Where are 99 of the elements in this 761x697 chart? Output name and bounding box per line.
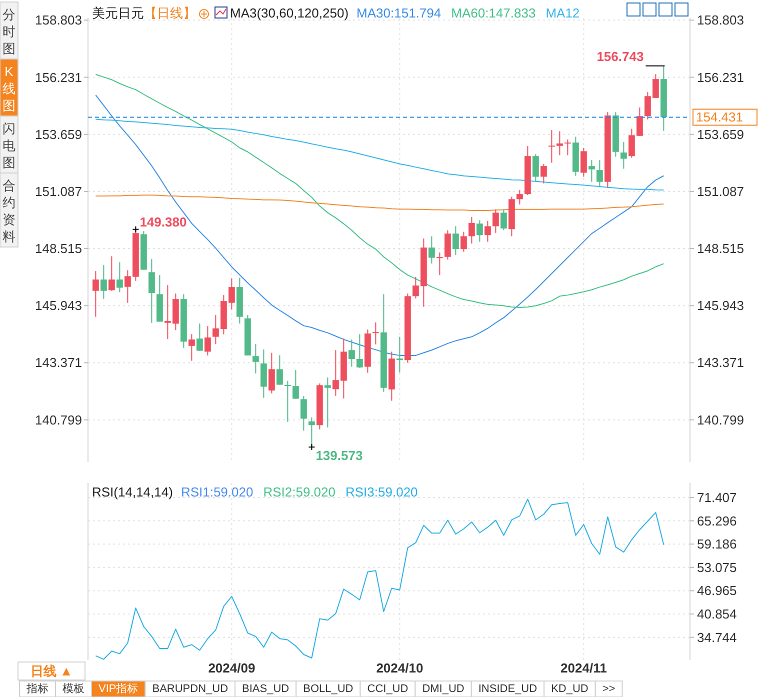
- candlestick: [300, 396, 307, 432]
- line-series: [95, 194, 664, 211]
- y2-tick-label: 156.231: [697, 70, 744, 85]
- text: MA60:147.833: [451, 6, 536, 20]
- legend-label: RSI2:59.020: [263, 484, 336, 500]
- candlestick: [516, 190, 523, 205]
- candlestick: [476, 220, 483, 242]
- candlestick: [108, 256, 115, 292]
- candlestick: [260, 348, 267, 398]
- candlestick: [492, 208, 499, 234]
- ref-line-label: 154.431: [696, 110, 743, 125]
- legend-label: RSI1:59.020: [180, 484, 254, 500]
- annotation: 139.573: [316, 448, 363, 464]
- y2-tick-label: 59.186: [697, 536, 737, 552]
- y2-tick-label: 46.965: [697, 583, 737, 598]
- y-tick-label: 148.515: [35, 241, 82, 256]
- text: 合约资料: [2, 178, 16, 244]
- y-tick-label: 153.659: [35, 126, 82, 142]
- candlestick: [596, 160, 603, 187]
- text: BIAS_UD: [242, 683, 290, 695]
- chart-subtitle: 【日线】: [144, 6, 196, 20]
- candlestick: [436, 252, 443, 276]
- y2-tick-label: 140.799: [697, 412, 744, 428]
- line-series: [95, 498, 664, 660]
- candlestick: [564, 138, 571, 156]
- y2-tick-label: 158.803: [697, 12, 744, 28]
- y-tick-label: 140.799: [35, 412, 82, 428]
- text: CCI_UD: [367, 683, 408, 695]
- candlestick: [580, 147, 587, 178]
- candlestick: [100, 264, 107, 300]
- y2-tick-label: 153.659: [697, 126, 744, 142]
- y-tick-label: 143.371: [35, 355, 82, 370]
- candlestick: [276, 354, 283, 386]
- text: RSI3:59.020: [346, 484, 418, 500]
- text: 闪电图: [2, 121, 16, 170]
- candlestick: [444, 230, 451, 260]
- text: >>: [602, 683, 616, 695]
- y2-tick-label: 145.943: [697, 298, 744, 314]
- y-tick-label: 156.231: [35, 70, 82, 85]
- text: VIP指标: [98, 683, 138, 695]
- candlestick: [148, 258, 155, 324]
- y-tick-label: 145.943: [35, 298, 82, 314]
- x-tick-label: 2024/09: [208, 660, 256, 676]
- candlestick: [196, 322, 203, 352]
- chart-title: 美元日元: [92, 6, 144, 20]
- text: KD_UD: [551, 683, 588, 695]
- annotation: 149.380: [140, 214, 187, 230]
- candlestick: [348, 338, 355, 368]
- y2-tick-label: 71.407: [697, 490, 737, 505]
- candlestick: [268, 352, 275, 394]
- text: 模板: [62, 683, 84, 695]
- candlestick: [468, 216, 475, 244]
- candlestick: [500, 208, 507, 231]
- text: INSIDE_UD: [478, 683, 538, 695]
- candlestick: [92, 270, 99, 318]
- candlestick: [324, 376, 331, 428]
- legend-title: MA3(30,60,120,250): [230, 6, 349, 20]
- candlestick: [460, 231, 467, 252]
- y2-tick-label: 148.515: [697, 241, 744, 256]
- text: BOLL_UD: [303, 683, 354, 695]
- candlestick: [284, 380, 291, 422]
- candlestick: [204, 326, 211, 356]
- text: MA30:151.794: [356, 6, 442, 20]
- x-tick-label: 2024/10: [376, 660, 424, 676]
- y-tick-label: 158.803: [35, 12, 82, 28]
- text: K线图: [2, 64, 16, 113]
- candlestick: [252, 344, 259, 374]
- y2-tick-label: 143.371: [697, 355, 744, 370]
- candlestick: [292, 370, 299, 400]
- candlestick: [452, 226, 459, 256]
- candlestick: [188, 334, 195, 362]
- text: MA12: [546, 6, 580, 20]
- line-series: [95, 74, 664, 308]
- candlestick: [588, 160, 595, 182]
- x-tick-label: 2024/11: [560, 660, 607, 676]
- y-tick-label: 151.087: [35, 184, 82, 199]
- candlestick: [356, 334, 363, 368]
- y2-tick-label: 40.854: [697, 606, 737, 622]
- text: BARUPDN_UD: [152, 683, 228, 695]
- text: 分时图: [2, 7, 16, 56]
- candlestick: [372, 322, 379, 345]
- y2-tick-label: 151.087: [697, 184, 744, 199]
- candlestick: [396, 336, 403, 374]
- candlestick: [116, 262, 123, 293]
- candlestick: [532, 154, 539, 182]
- y2-tick-label: 34.744: [697, 630, 737, 645]
- text: 指标: [26, 683, 48, 695]
- line-series: [95, 94, 664, 356]
- candlestick: [484, 220, 491, 242]
- y2-tick-label: 65.296: [697, 513, 737, 528]
- y2-tick-label: 53.075: [697, 560, 737, 575]
- annotation: 156.743: [596, 48, 644, 64]
- line-series: [95, 118, 664, 191]
- legend-title: RSI(14,14,14): [92, 484, 173, 500]
- candlestick: [428, 236, 435, 264]
- text: 日线 ▲: [30, 664, 73, 678]
- candlestick: [620, 141, 627, 170]
- candlestick: [540, 164, 547, 184]
- text: DMI_UD: [422, 683, 464, 695]
